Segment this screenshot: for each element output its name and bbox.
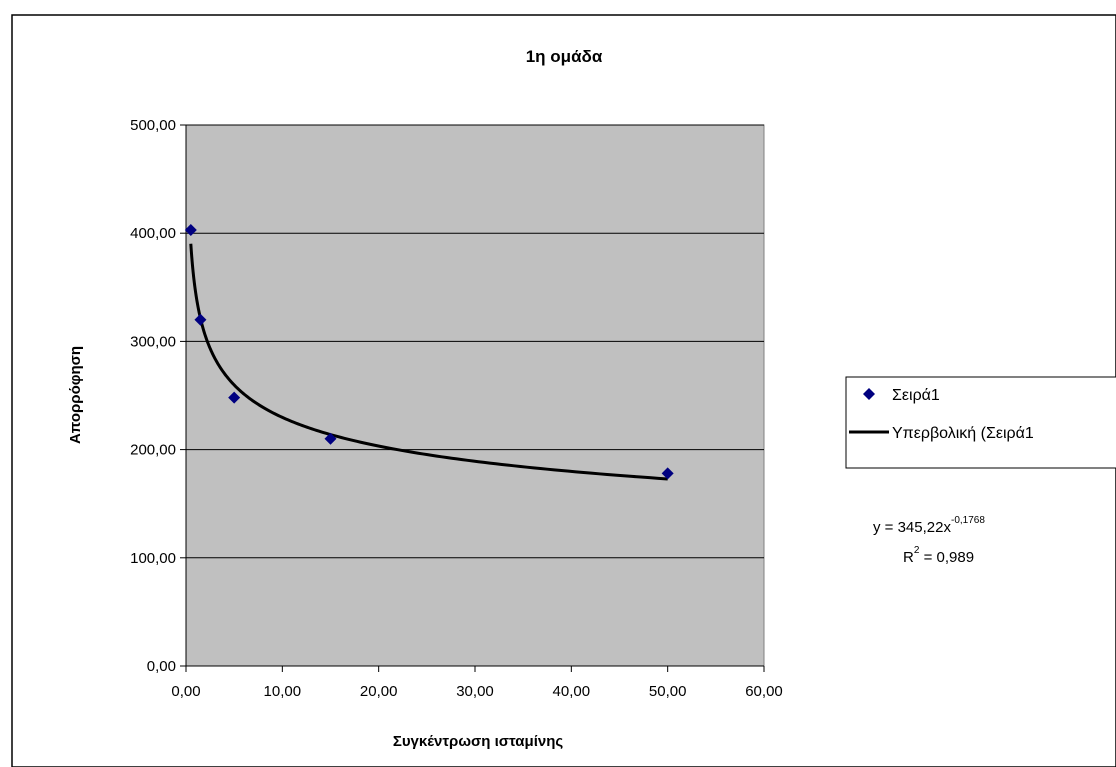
data-point-0-3 bbox=[324, 432, 337, 445]
legend-trendline-label: Υπερβολική (Σειρά1 bbox=[892, 425, 1034, 442]
trendline-layer bbox=[189, 243, 668, 481]
data-point-0-2 bbox=[228, 391, 241, 404]
y-tick-label-0: 0,00 bbox=[147, 658, 176, 675]
y-tick-label-2: 200,00 bbox=[130, 442, 176, 459]
y-tick-label-4: 400,00 bbox=[130, 225, 176, 242]
legend-box bbox=[845, 376, 1116, 469]
data-point-0-0 bbox=[184, 223, 197, 236]
trendline bbox=[189, 243, 668, 481]
x-tick-label-5: 50,00 bbox=[649, 683, 687, 700]
trendline-r-squared: R2 = 0,989 bbox=[903, 545, 974, 566]
y-axis-title: Απορρόφηση bbox=[67, 346, 84, 444]
points-layer bbox=[184, 223, 674, 480]
axes bbox=[180, 124, 765, 672]
x-tick-labels: 0,00 10,00 20,00 30,00 40,00 50,00 60,00 bbox=[171, 683, 782, 700]
x-tick-label-0: 0,00 bbox=[171, 683, 200, 700]
data-point-0-1 bbox=[194, 313, 207, 326]
data-point-0-4 bbox=[661, 467, 674, 480]
equation-main: y = 345,22x bbox=[873, 519, 951, 536]
x-tick-label-2: 20,00 bbox=[360, 683, 398, 700]
legend-series-marker bbox=[863, 388, 875, 400]
legend: Σειρά1 Υπερβολική (Σειρά1 bbox=[845, 376, 1116, 469]
y-tick-label-1: 100,00 bbox=[130, 550, 176, 567]
plot-area bbox=[185, 124, 765, 667]
r2-value: = 0,989 bbox=[919, 549, 974, 566]
equation-exponent: -0,1768 bbox=[951, 515, 985, 526]
x-tick-label-1: 10,00 bbox=[264, 683, 302, 700]
trendline-equation: y = 345,22x-0,1768 bbox=[873, 515, 985, 536]
r2-exponent: 2 bbox=[914, 545, 920, 556]
x-tick-label-6: 60,00 bbox=[745, 683, 783, 700]
y-tick-label-3: 300,00 bbox=[130, 333, 176, 350]
legend-series-label: Σειρά1 bbox=[892, 387, 940, 404]
y-tick-label-5: 500,00 bbox=[130, 117, 176, 134]
y-tick-labels: 0,00 100,00 200,00 300,00 400,00 500,00 bbox=[130, 117, 176, 675]
x-tick-label-4: 40,00 bbox=[553, 683, 591, 700]
chart-title: 1η ομάδα bbox=[526, 47, 603, 66]
gridlines bbox=[186, 124, 764, 559]
x-axis-title: Συγκέντρωση ισταμίνης bbox=[393, 733, 564, 750]
x-tick-label-3: 30,00 bbox=[456, 683, 494, 700]
r2-base: R bbox=[903, 549, 914, 566]
